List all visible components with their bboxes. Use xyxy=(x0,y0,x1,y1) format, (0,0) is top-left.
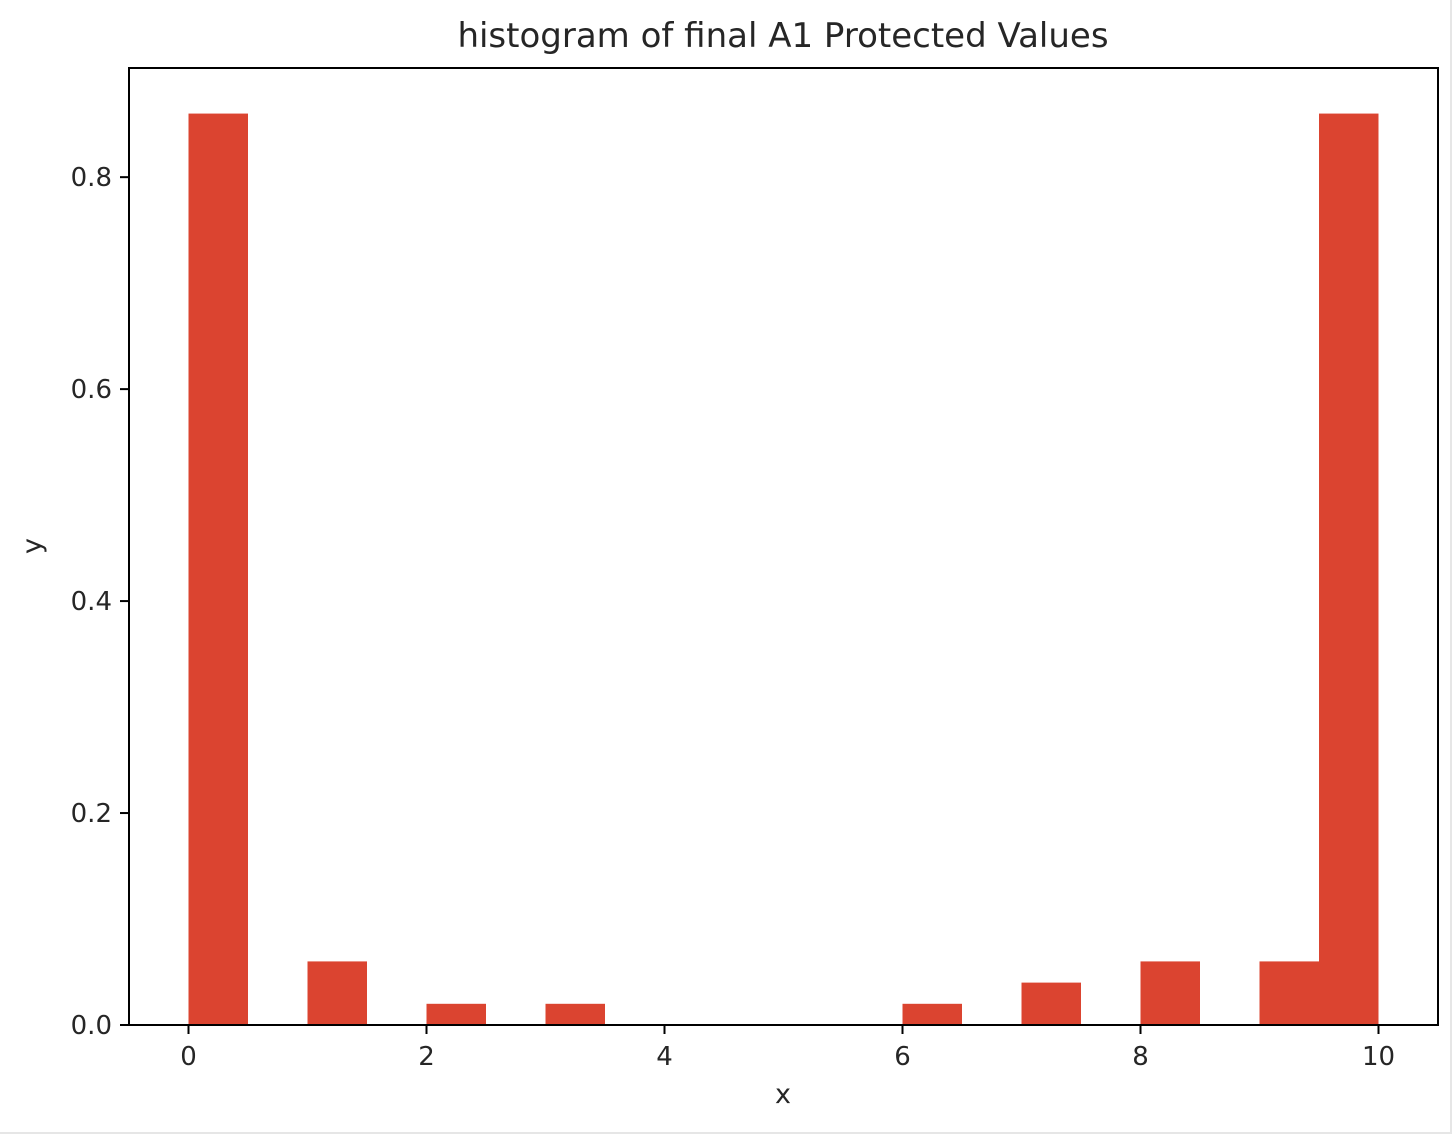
x-tick-label: 10 xyxy=(1362,1042,1395,1072)
y-tick-label: 0.6 xyxy=(71,375,112,405)
bars-group xyxy=(188,113,1379,1026)
x-tick-label: 0 xyxy=(180,1042,197,1072)
y-axis-label: y xyxy=(17,538,48,554)
histogram-bar xyxy=(426,1003,486,1025)
histogram-bar xyxy=(1021,982,1081,1025)
axes-frame xyxy=(128,67,1439,1026)
y-axis-ticks: 0.0 0.2 0.4 0.6 0.8 xyxy=(71,163,129,1041)
histogram-bar xyxy=(307,961,367,1025)
histogram-bar xyxy=(1319,113,1379,1026)
y-tick-label: 0.2 xyxy=(71,799,112,829)
histogram-bar xyxy=(1140,961,1200,1025)
x-tick-label: 2 xyxy=(418,1042,435,1072)
histogram-bar xyxy=(188,113,248,1026)
chart-title: histogram of final A1 Protected Values xyxy=(457,16,1108,56)
y-tick-label: 0.0 xyxy=(71,1011,112,1041)
histogram-bar xyxy=(1259,961,1319,1025)
x-tick-label: 4 xyxy=(656,1042,673,1072)
histogram-bar xyxy=(902,1003,962,1025)
y-tick-label: 0.4 xyxy=(71,587,112,617)
x-tick-label: 6 xyxy=(894,1042,911,1072)
x-tick-label: 8 xyxy=(1132,1042,1149,1072)
y-tick-label: 0.8 xyxy=(71,163,112,193)
x-axis-ticks: 0 2 4 6 8 10 xyxy=(180,1025,1395,1072)
x-axis-label: x xyxy=(775,1079,791,1110)
histogram-bar xyxy=(545,1003,605,1025)
